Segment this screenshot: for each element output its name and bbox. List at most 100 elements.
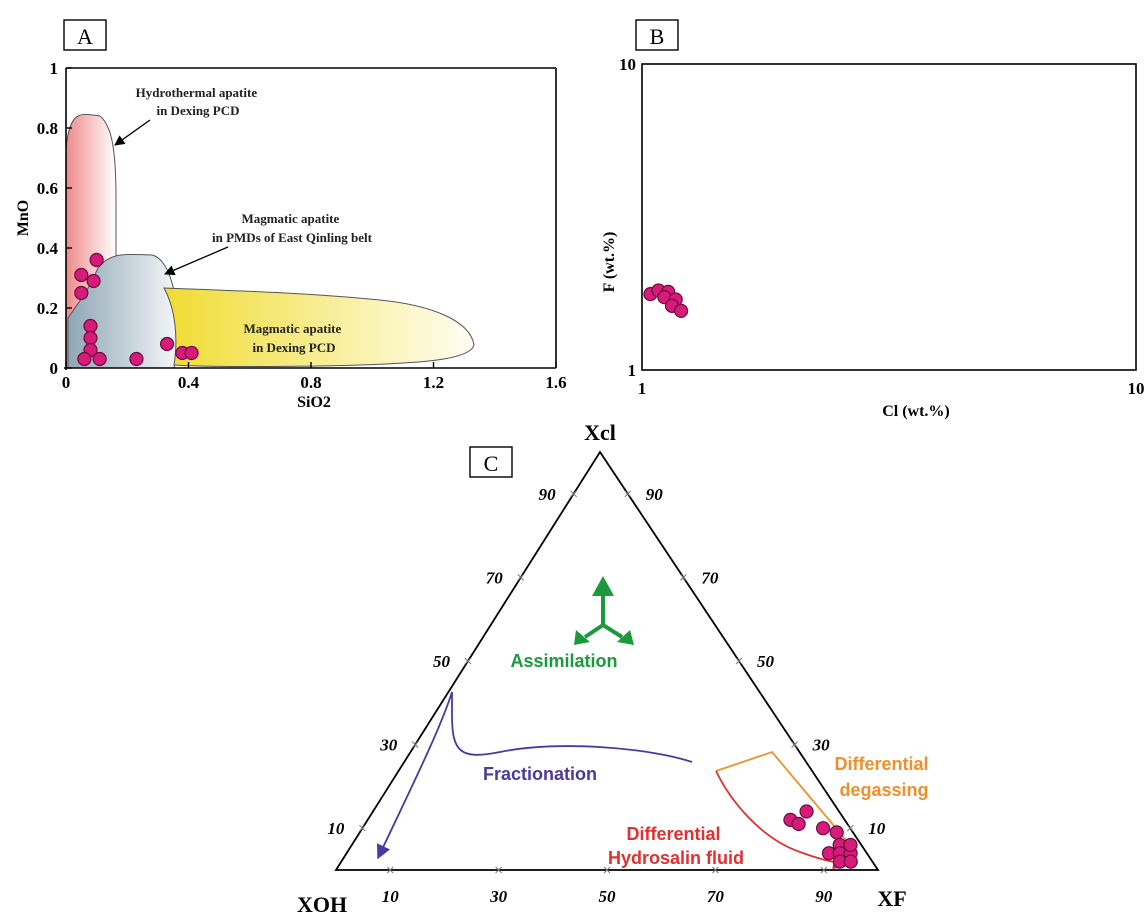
data-point — [74, 267, 89, 283]
left-tick — [359, 824, 366, 832]
panel-a-ticks: 0 0.4 0.8 1.2 1.6 0 0.2 0.4 0.6 0.8 1 — [37, 59, 567, 392]
panel-b-label-box — [635, 19, 679, 51]
panel-b-frame — [641, 63, 1137, 371]
data-point — [843, 837, 858, 853]
fractionation-label: Fractionation — [483, 764, 597, 784]
x-tick-label: 0.4 — [178, 373, 200, 392]
left-tick-label: 50 — [433, 652, 451, 671]
bottom-tick-label: 90 — [815, 887, 833, 906]
hydrothermal-arrow — [114, 119, 151, 146]
data-point — [89, 252, 104, 268]
panel-b-ticks: 1 10 1 10 — [619, 55, 1145, 398]
right-tick-label: 10 — [868, 819, 886, 838]
panel-b: B 1 10 1 10 F (wt.%) Cl (wt.%) — [601, 19, 1145, 420]
right-tick — [624, 490, 632, 498]
data-point — [159, 336, 175, 352]
x-tick-label: 0 — [62, 373, 71, 392]
left-tick — [570, 490, 577, 498]
hydrosalin-path — [715, 770, 848, 870]
right-tick — [846, 824, 854, 832]
y-tick-label: 0 — [50, 359, 59, 378]
bottom-tick — [495, 866, 502, 874]
vertex-left-label: XOH — [297, 892, 347, 917]
bottom-tick — [820, 866, 828, 874]
data-point — [83, 330, 98, 346]
fractionation-curve — [377, 691, 693, 860]
y-tick-label: 10 — [619, 55, 636, 74]
x-tick-label: 10 — [1128, 379, 1145, 398]
vertex-top-label: Xcl — [584, 420, 616, 445]
bottom-tick-label: 50 — [599, 887, 617, 906]
right-tick-label: 30 — [812, 736, 831, 755]
right-tick-label: 70 — [701, 568, 719, 587]
x-tick-label: 1.2 — [423, 373, 444, 392]
bottom-tick — [603, 866, 611, 874]
ternary-points — [783, 804, 858, 869]
panel-a-points — [74, 252, 199, 367]
y-tick-label: 0.8 — [37, 119, 58, 138]
y-tick-label: 1 — [50, 59, 59, 78]
data-point — [86, 273, 101, 289]
panel-a-xlabel: SiO2 — [297, 394, 331, 411]
right-tick — [735, 657, 743, 665]
panel-b-xlabel: Cl (wt.%) — [882, 403, 950, 420]
panel-c-label: C — [484, 451, 499, 476]
bottom-tick-label: 10 — [382, 887, 400, 906]
bottom-tick — [386, 866, 394, 874]
panel-a-label-box — [63, 19, 107, 51]
degassing-path — [715, 750, 857, 854]
data-point — [791, 816, 806, 832]
left-tick — [517, 574, 525, 581]
left-tick-label: 30 — [379, 736, 398, 755]
vertex-right-label: XF — [877, 886, 906, 911]
ternary-ticks: 10 10 10 30 30 30 50 50 50 70 70 70 90 90 90 — [327, 485, 885, 906]
pmd-label: Magmatic apatite in PMDs of East Qinling… — [212, 211, 373, 245]
x-tick-label: 0.8 — [300, 373, 321, 392]
right-tick-label: 50 — [757, 652, 775, 671]
panel-b-label: B — [650, 24, 665, 49]
pmd-arrow — [164, 246, 229, 276]
x-tick-label: 1.6 — [545, 373, 566, 392]
y-tick-label: 1 — [628, 361, 637, 380]
hydrothermal-label: Hydrothermal apatite in Dexing PCD — [136, 85, 261, 118]
left-tick-label: 10 — [327, 819, 345, 838]
panel-c-label-box — [469, 446, 513, 478]
bottom-tick — [712, 866, 719, 874]
assimilation-label: Assimilation — [510, 651, 617, 671]
panel-b-points — [643, 283, 689, 319]
bottom-tick-label: 30 — [489, 887, 508, 906]
data-point — [843, 854, 858, 869]
degassing-label: Differential degassing — [834, 754, 933, 800]
y-tick-label: 0.2 — [37, 299, 58, 318]
data-point — [129, 351, 144, 367]
data-point — [77, 351, 92, 367]
right-tick — [791, 741, 798, 748]
panel-c: C 10 10 10 30 30 30 50 50 50 70 70 70 90 90 90 Xcl XOH… — [297, 420, 933, 917]
x-tick-label: 1 — [638, 379, 647, 398]
panel-a-label: A — [77, 24, 93, 49]
data-point — [829, 825, 844, 840]
data-point — [74, 285, 89, 301]
hydrosalin-label: Differential Hydrosalin fluid — [608, 824, 744, 868]
right-tick-label: 90 — [646, 485, 664, 504]
panel-b-ylabel: F (wt.%) — [601, 232, 618, 293]
assimilation-arrows-icon — [574, 576, 634, 645]
dexing-label: Magmatic apatite in Dexing PCD — [243, 321, 344, 355]
data-point — [815, 821, 831, 836]
data-point — [799, 804, 814, 819]
panel-a-ylabel: MnO — [15, 200, 32, 236]
left-tick — [411, 741, 419, 748]
bottom-tick-label: 70 — [707, 887, 725, 906]
panel-a: A 0 0.4 0.8 1.2 1.6 0 0.2 0.4 0.6 0.8 1 MnO SiO2 H… — [15, 19, 567, 411]
y-tick-label: 0.6 — [37, 179, 58, 198]
dexing-field — [163, 287, 475, 367]
right-tick — [680, 574, 687, 581]
left-tick-label: 70 — [486, 568, 504, 587]
left-tick — [464, 657, 472, 665]
data-point — [674, 303, 689, 319]
left-tick-label: 90 — [539, 485, 557, 504]
data-point — [92, 351, 107, 367]
data-point — [83, 318, 98, 334]
y-tick-label: 0.4 — [37, 239, 59, 258]
